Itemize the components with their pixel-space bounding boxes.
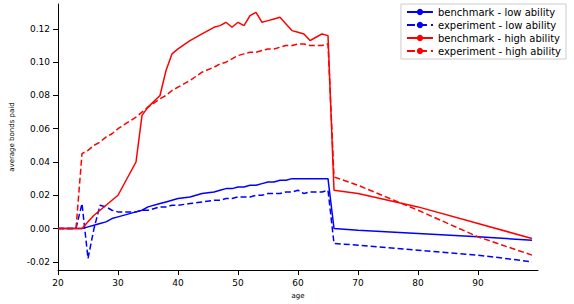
svg-text:benchmark - low ability: benchmark - low ability: [438, 7, 555, 18]
svg-text:0.12: 0.12: [30, 24, 50, 34]
svg-text:90: 90: [472, 278, 484, 288]
svg-text:-0.02: -0.02: [27, 257, 50, 267]
svg-text:0.02: 0.02: [30, 190, 50, 200]
svg-text:0.00: 0.00: [30, 224, 50, 234]
svg-text:30: 30: [112, 278, 124, 288]
svg-text:0.04: 0.04: [30, 157, 50, 167]
svg-text:50: 50: [232, 278, 244, 288]
svg-text:80: 80: [412, 278, 424, 288]
svg-text:experiment - low ability: experiment - low ability: [438, 20, 556, 31]
svg-text:age: age: [291, 292, 304, 300]
svg-text:experiment - high ability: experiment - high ability: [438, 46, 561, 57]
svg-text:40: 40: [172, 278, 184, 288]
svg-text:0.06: 0.06: [30, 124, 50, 134]
svg-text:70: 70: [352, 278, 364, 288]
svg-text:60: 60: [292, 278, 304, 288]
svg-text:20: 20: [52, 278, 64, 288]
svg-text:0.08: 0.08: [30, 90, 50, 100]
svg-text:benchmark - high ability: benchmark - high ability: [438, 33, 560, 44]
svg-text:average bonds paid: average bonds paid: [8, 102, 16, 171]
svg-text:0.10: 0.10: [30, 57, 50, 67]
